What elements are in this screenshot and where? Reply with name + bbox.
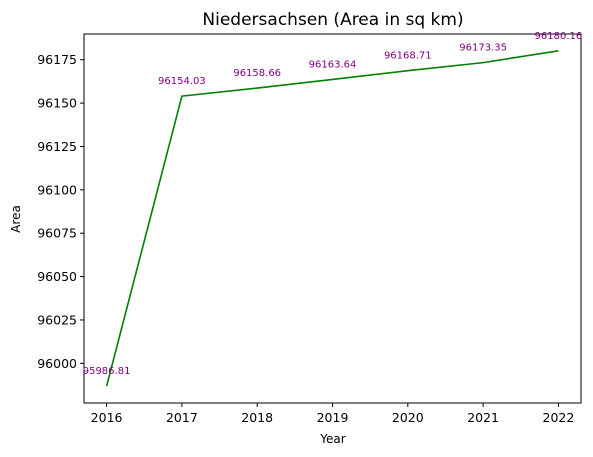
y-tick-label: 96050 (37, 269, 77, 284)
x-tick-label: 2018 (241, 410, 273, 425)
x-tick-label: 2021 (467, 410, 499, 425)
x-tick-label: 2019 (317, 410, 349, 425)
y-tick-label: 96125 (37, 139, 77, 154)
y-tick-label: 96150 (37, 96, 77, 111)
y-tick-label: 96175 (37, 52, 77, 67)
y-tick-label: 96100 (37, 182, 77, 197)
data-label: 96168.71 (384, 51, 432, 62)
data-label: 96158.66 (233, 68, 281, 79)
y-axis-label: Area (9, 205, 23, 233)
y-tick-label: 96000 (37, 356, 77, 371)
x-tick-label: 2022 (543, 410, 575, 425)
y-tick-label: 96025 (37, 312, 77, 327)
axes-frame (83, 33, 582, 404)
series-line (105, 49, 559, 387)
data-label: 96163.64 (309, 59, 357, 70)
data-label: 95986.81 (83, 366, 131, 377)
plot-area (105, 49, 559, 387)
x-axis-label: Year (319, 432, 345, 446)
data-label: 96173.35 (459, 43, 507, 54)
y-tick-label: 96075 (37, 226, 77, 241)
chart-title: Niedersachsen (Area in sq km) (202, 10, 463, 30)
x-tick-label: 2020 (392, 410, 424, 425)
data-label: 96154.03 (158, 76, 206, 87)
data-label: 96180.16 (535, 31, 583, 42)
x-tick-label: 2017 (166, 410, 198, 425)
x-tick-label: 2016 (91, 410, 123, 425)
